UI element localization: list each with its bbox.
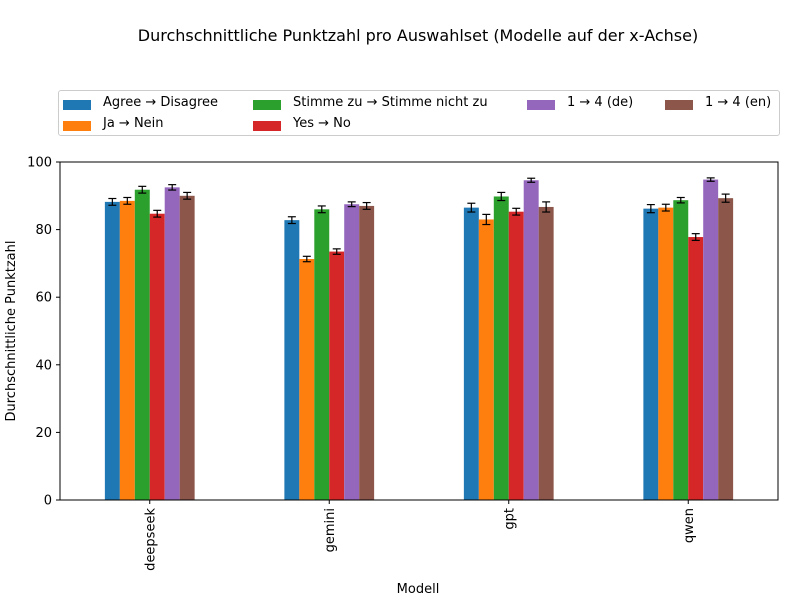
legend-swatch [63,100,91,110]
bar [463,207,479,500]
bar [329,251,345,500]
bar [478,219,494,500]
y-axis: 0 20 40 60 80 100 [27,156,60,509]
bar [344,204,360,500]
bar [523,180,539,500]
bar [164,187,180,500]
error-bars-layer [108,177,730,263]
legend-label: Yes → No [293,116,351,131]
legend-swatch [527,100,555,110]
bar [673,200,689,500]
legend-label: 1 → 4 (de) [567,95,634,110]
legend-swatch [63,121,91,131]
bar [359,205,375,500]
bar [134,189,150,500]
x-axis: deepseek gemini gpt qwen [143,500,697,571]
y-tick-label: 60 [35,291,52,306]
bar [643,208,659,501]
legend-label: Stimme zu → Stimme nicht zu [293,95,488,110]
y-tick-label: 0 [44,494,52,509]
bar [104,201,120,500]
x-tick-label: deepseek [143,508,158,571]
bar [493,196,509,500]
bar [658,207,674,500]
legend-label: Agree → Disagree [103,95,219,110]
bar [149,213,165,501]
bar [703,179,719,501]
bar [299,259,315,500]
bar [284,220,300,501]
bars-layer [104,179,734,501]
bar [508,211,524,500]
x-tick-label: gemini [323,508,338,552]
legend-label: 1 → 4 (en) [705,95,772,110]
y-tick-label: 20 [35,426,52,441]
bar [119,200,135,500]
legend: Agree → Disagree Ja → Nein Stimme zu → S… [58,90,780,136]
bar [314,209,330,500]
chart-title: Durchschnittliche Punktzahl pro Auswahls… [137,26,699,45]
bar [718,198,734,500]
legend-swatch [253,121,281,131]
legend-swatch [253,100,281,110]
y-tick-label: 80 [35,223,52,238]
x-tick-label: qwen [682,508,697,543]
y-axis-label: Durchschnittliche Punktzahl [4,241,19,422]
bar [538,206,554,501]
y-tick-label: 40 [35,358,52,373]
bar [688,237,704,500]
legend-swatch [665,100,693,110]
bar [179,195,195,501]
y-tick-label: 100 [27,156,52,171]
legend-label: Ja → Nein [103,116,164,131]
x-tick-label: gpt [502,508,517,530]
plot-frame [59,161,779,501]
x-axis-label: Modell [397,582,440,597]
